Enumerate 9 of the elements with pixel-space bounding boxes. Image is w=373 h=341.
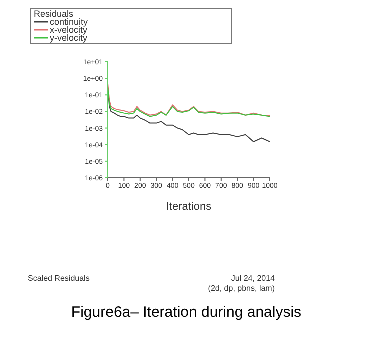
caption: Figure6a– Iteration during analysis bbox=[70, 304, 303, 321]
x-axis-title: Iterations bbox=[166, 201, 212, 213]
legend-title: Residuals bbox=[34, 9, 74, 19]
text: Scaled Residuals bbox=[28, 274, 90, 283]
legend-label: x-velocity bbox=[50, 25, 88, 35]
legend-label: y-velocity bbox=[50, 33, 88, 43]
text: (2d, dp, pbns, lam) bbox=[208, 284, 275, 293]
text: Jul 24, 2014 bbox=[231, 274, 275, 283]
legend-label: continuity bbox=[50, 17, 88, 27]
